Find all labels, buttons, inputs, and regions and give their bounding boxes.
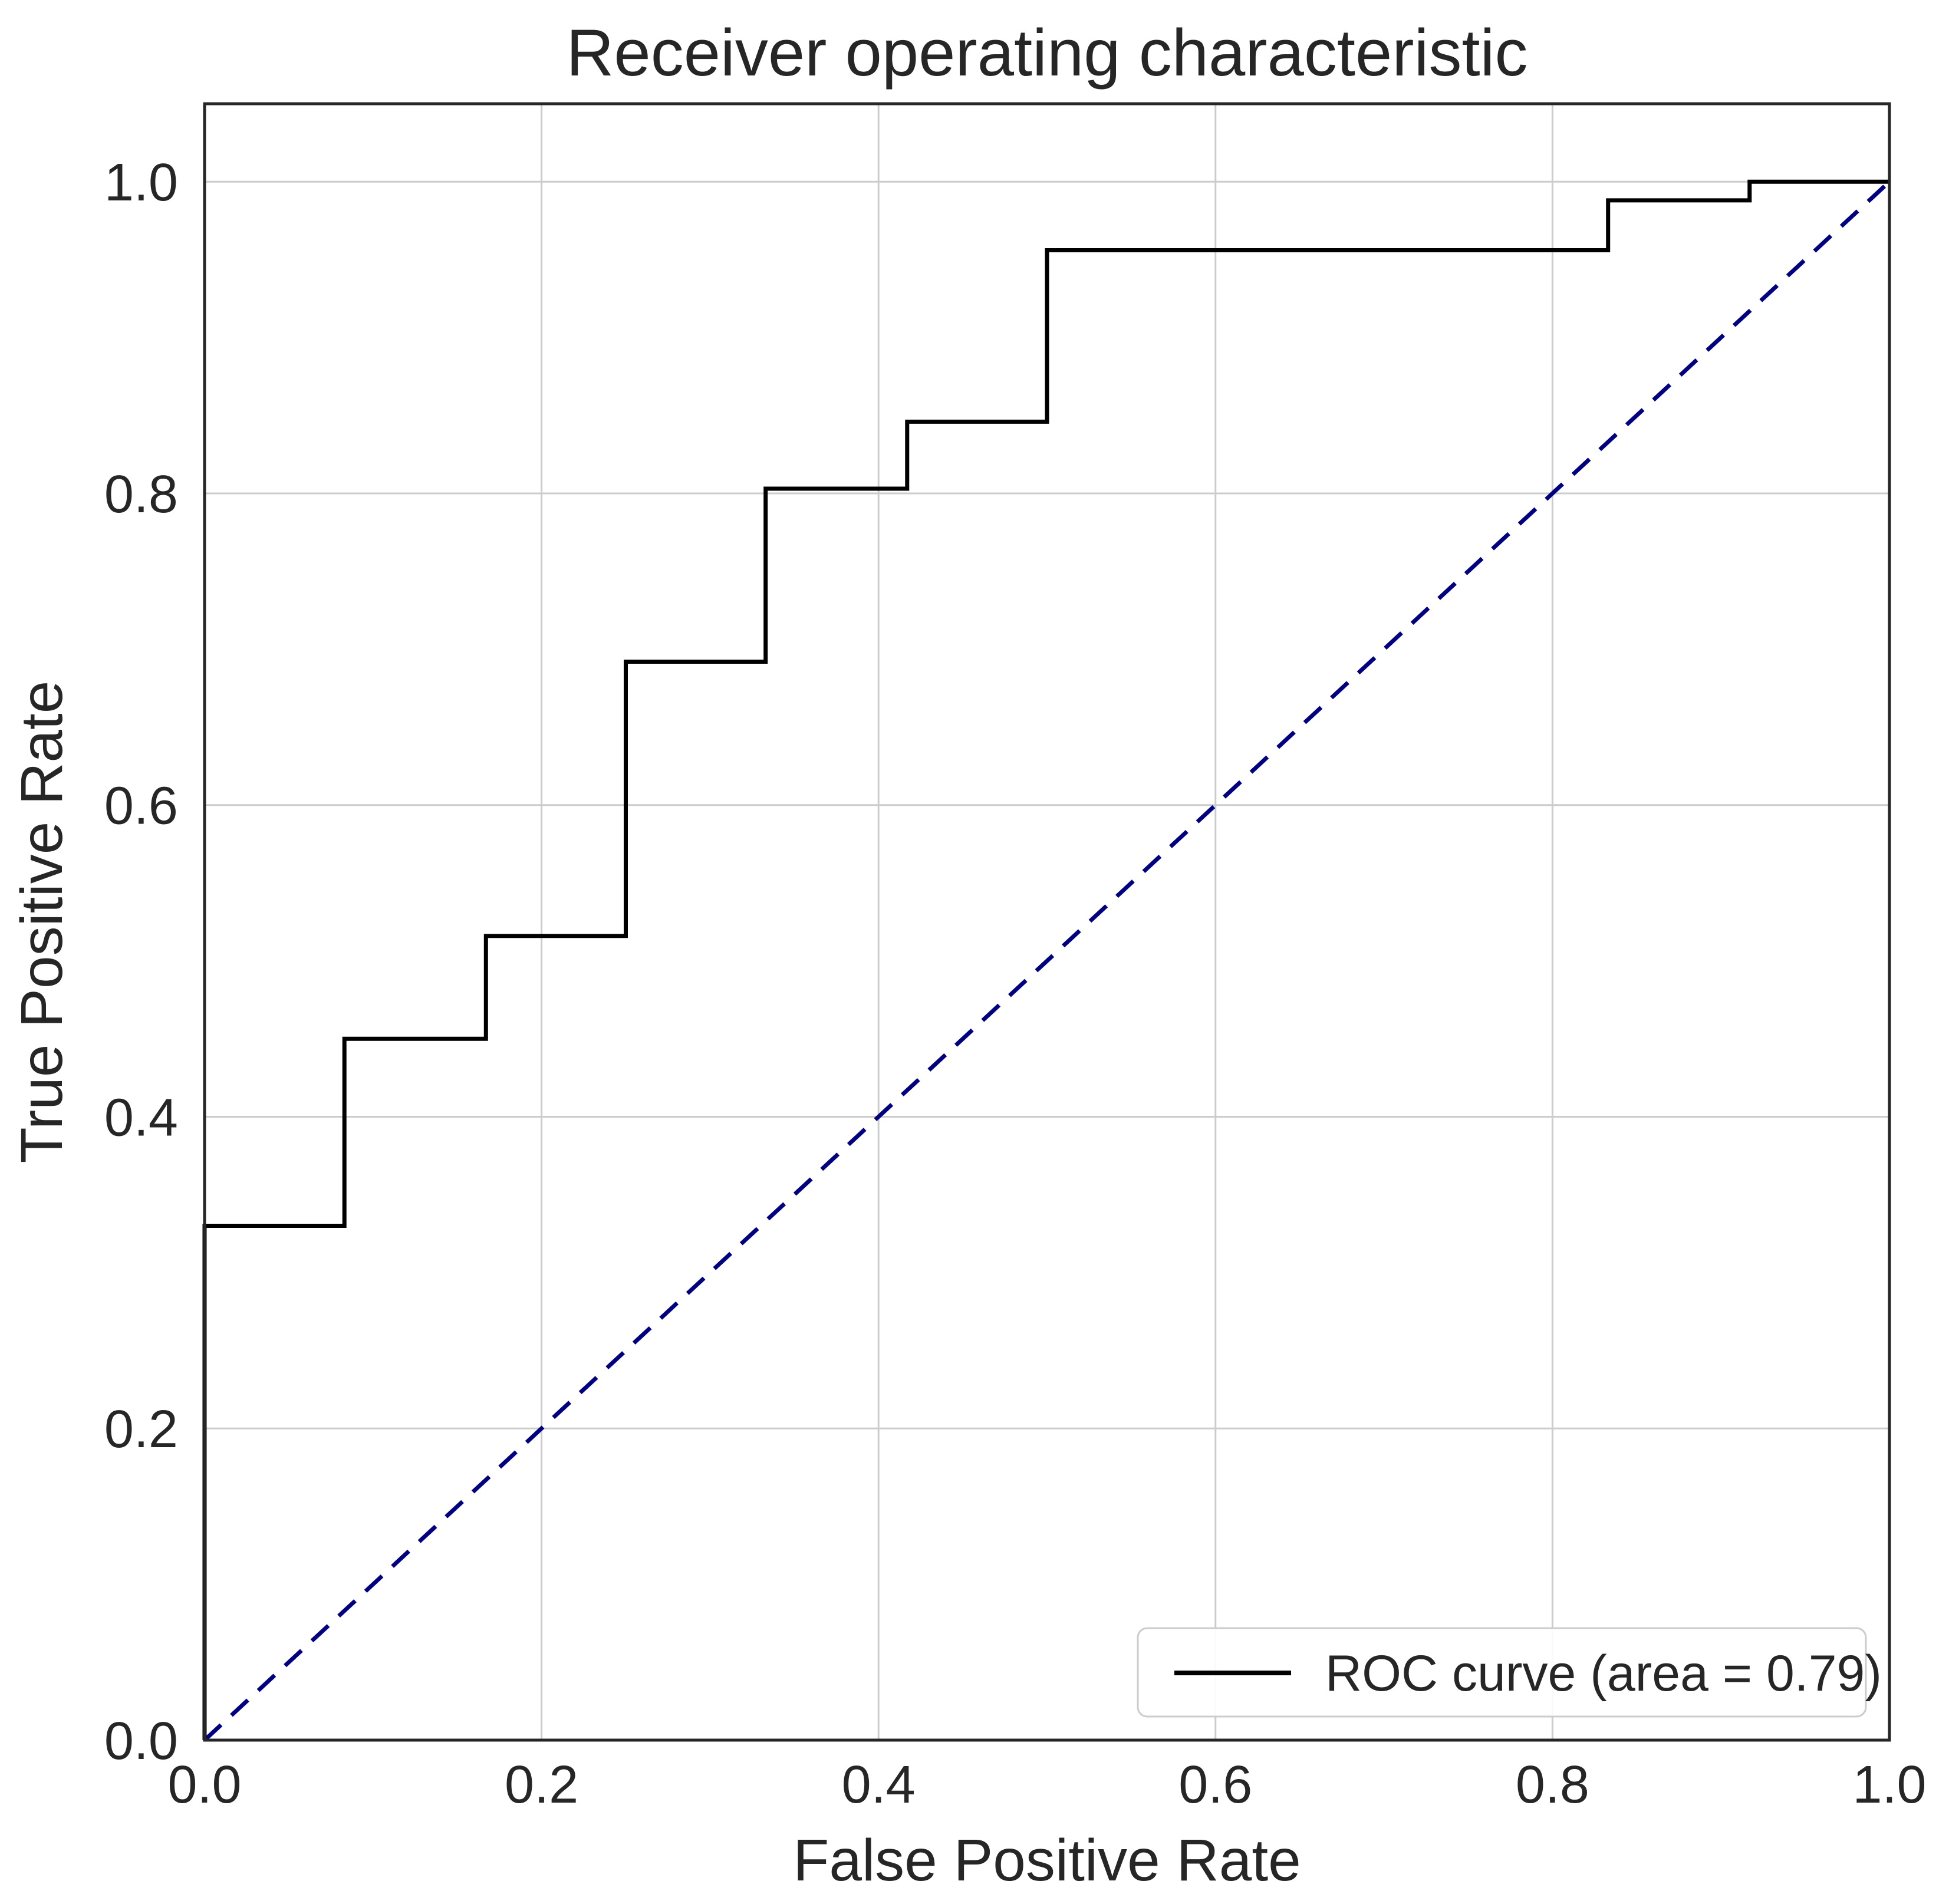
roc-curve-line [202, 179, 1889, 1740]
x-tick-label: 0.6 [1178, 1755, 1252, 1814]
y-tick-label: 0.2 [104, 1400, 178, 1459]
axes-spines [203, 102, 1891, 1742]
x-axis-label: False Positive Rate [793, 1827, 1301, 1893]
y-axis-label: True Positive Rate [9, 681, 75, 1164]
legend-box [1137, 1627, 1867, 1718]
x-tick-label: 0.4 [842, 1755, 916, 1814]
y-tick-label: 0.4 [104, 1088, 178, 1147]
chart-title: Receiver operating characteristic [567, 16, 1528, 90]
plot-series [202, 179, 1891, 1742]
legend: ROC curve (area = 0.79) [1137, 1627, 1882, 1718]
tick-labels: 0.0 0.2 0.4 0.6 0.8 1.0 0.0 0.2 0.4 0.6 0.8 1.0 [104, 153, 1927, 1814]
x-tick-label: 0.2 [505, 1755, 578, 1814]
axes-box [203, 102, 1891, 1742]
legend-label: ROC curve (area = 0.79) [1325, 1645, 1882, 1702]
x-tick-label: 1.0 [1852, 1755, 1926, 1814]
chance-diagonal-line [203, 180, 1891, 1742]
x-tick-label: 0.8 [1516, 1755, 1589, 1814]
x-tick-label: 0.0 [167, 1755, 241, 1814]
y-tick-label: 0.8 [104, 465, 178, 524]
y-tick-label: 0.0 [104, 1712, 178, 1771]
y-tick-label: 0.6 [104, 777, 178, 836]
y-tick-label: 1.0 [104, 153, 178, 212]
